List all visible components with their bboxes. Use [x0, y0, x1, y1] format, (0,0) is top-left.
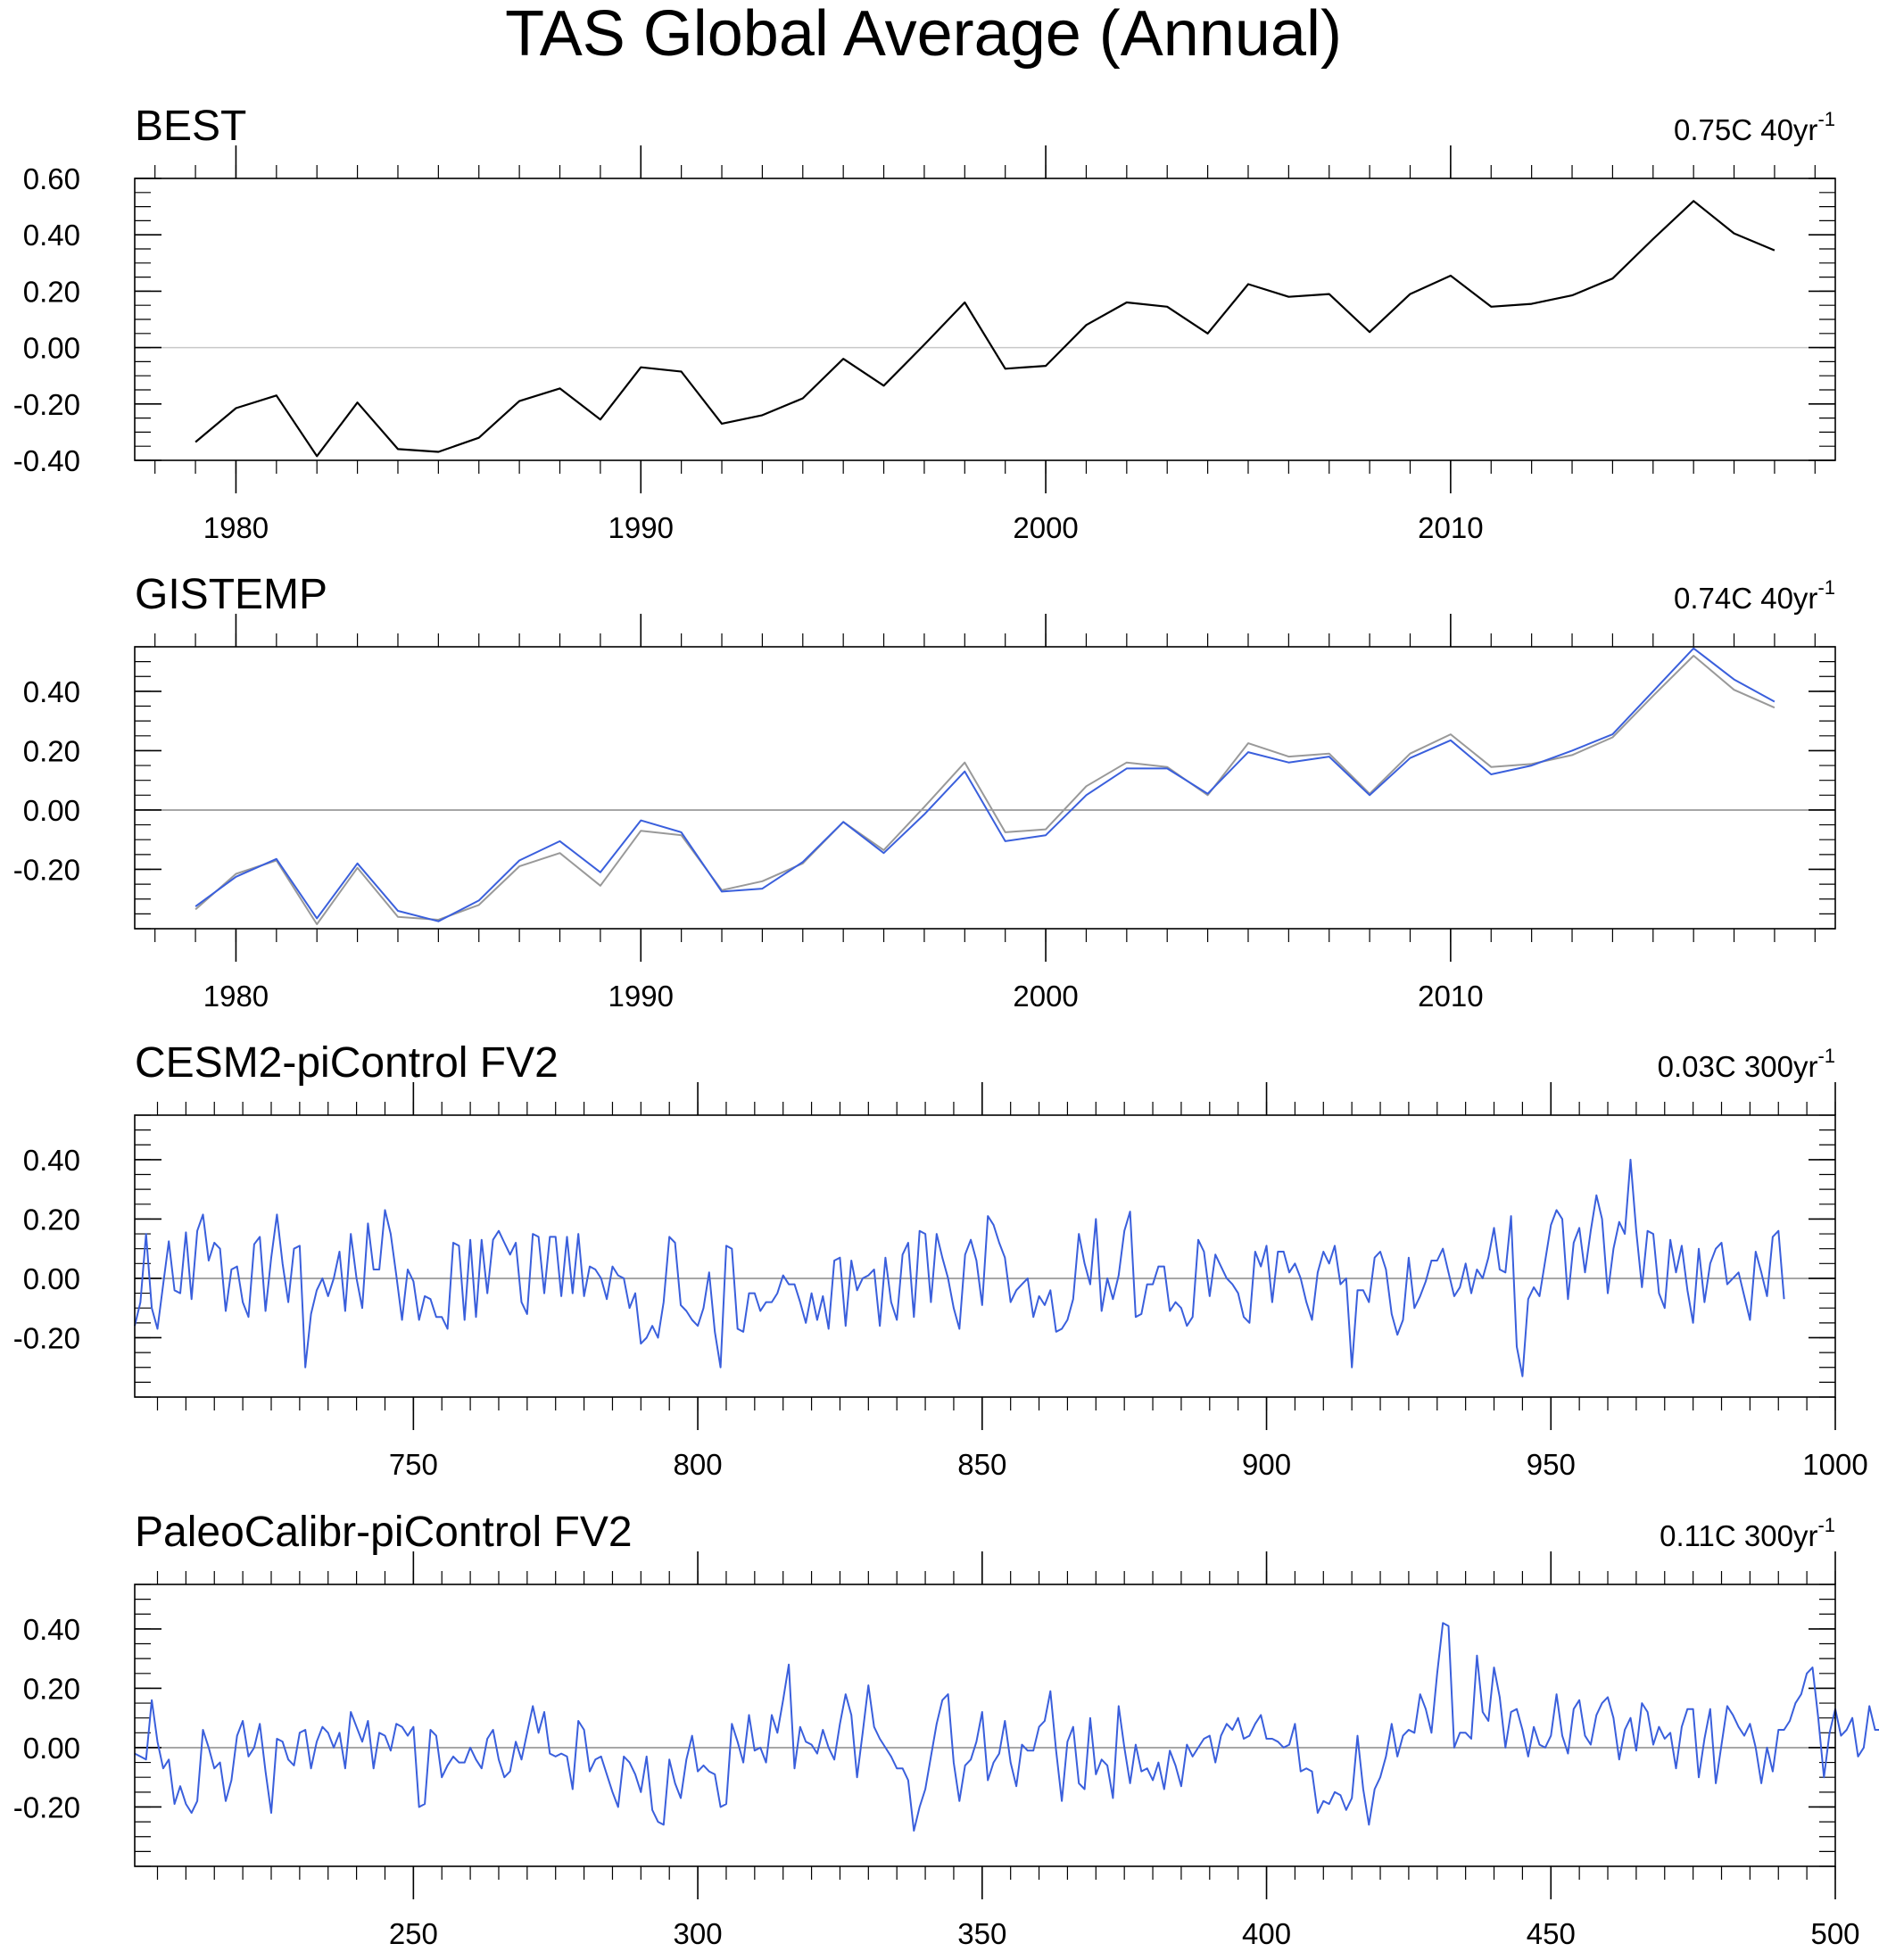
- x-tick-label: 1990: [608, 511, 674, 544]
- y-tick-label: 0.20: [23, 275, 80, 308]
- chart-panel-2: GISTEMP 0.74C 40yr-1 -0.20 0.00 0.20 0.40 1980…: [13, 571, 1836, 1013]
- y-tick-label: 0.40: [23, 675, 80, 708]
- y-tick-label: -0.20: [13, 1790, 80, 1824]
- chart-panel-4: PaleoCalibr-piControl FV2 0.11C 300yr-1 -0…: [13, 1509, 1879, 1950]
- y-tick-label: -0.20: [13, 388, 80, 421]
- y-tick-label: 0.40: [23, 219, 80, 252]
- series-line-gistemp: [195, 647, 1776, 922]
- series-line-cesm2-picontrol-fv2: [134, 1158, 1785, 1377]
- x-tick-label: 750: [389, 1448, 438, 1481]
- trend-label-superscript: -1: [1817, 576, 1835, 599]
- x-tick-label: 800: [674, 1448, 723, 1481]
- y-tick-label: 0.00: [23, 794, 80, 827]
- plot-frame: [134, 1584, 1836, 1867]
- x-tick-label: 350: [957, 1917, 1006, 1950]
- x-tick-label: 1990: [608, 980, 674, 1013]
- x-tick-label: 900: [1242, 1448, 1291, 1481]
- y-tick-label: -0.20: [13, 853, 80, 886]
- panel-title: CESM2-piControl FV2: [135, 1039, 559, 1087]
- figure-title: TAS Global Average (Annual): [505, 0, 1342, 70]
- y-tick-label: -0.40: [13, 444, 80, 477]
- plot-frame: [134, 1114, 1836, 1398]
- y-tick-label: 0.40: [23, 1613, 80, 1646]
- y-tick-label: 0.00: [23, 332, 80, 365]
- trend-label-superscript: -1: [1817, 1514, 1835, 1536]
- y-tick-label: 0.40: [23, 1144, 80, 1177]
- x-tick-label: 300: [674, 1917, 723, 1950]
- x-tick-label: 2010: [1418, 980, 1483, 1013]
- chart-panel-3: CESM2-piControl FV2 0.03C 300yr-1 -0.20 0.0…: [13, 1039, 1868, 1481]
- x-tick-label: 1980: [203, 980, 269, 1013]
- y-tick-label: 0.00: [23, 1732, 80, 1765]
- x-tick-label: 500: [1810, 1917, 1859, 1950]
- trend-label: 0.75C 40yr-1: [1674, 108, 1835, 146]
- trend-label: 0.74C 40yr-1: [1674, 576, 1835, 615]
- x-tick-label: 250: [389, 1917, 438, 1950]
- x-tick-label: 2000: [1013, 511, 1078, 544]
- x-tick-label: 1000: [1802, 1448, 1867, 1481]
- x-tick-label: 950: [1527, 1448, 1576, 1481]
- x-tick-label: 850: [957, 1448, 1006, 1481]
- x-tick-label: 450: [1527, 1917, 1576, 1950]
- series-line-best-reference-: [195, 655, 1776, 925]
- y-tick-label: 0.00: [23, 1262, 80, 1295]
- panel-title: BEST: [135, 103, 246, 150]
- x-tick-label: 1980: [203, 511, 269, 544]
- panels: BEST 0.75C 40yr-1 -0.40 -0.20 0.00 0.20 0.40 0.…: [13, 103, 1879, 1950]
- trend-label: 0.03C 300yr-1: [1658, 1045, 1835, 1083]
- panel-title: GISTEMP: [135, 571, 327, 618]
- y-tick-label: 0.20: [23, 734, 80, 767]
- panel-title: PaleoCalibr-piControl FV2: [135, 1509, 633, 1556]
- x-tick-label: 2000: [1013, 980, 1078, 1013]
- trend-label-superscript: -1: [1817, 1045, 1835, 1067]
- plot-frame: [134, 646, 1836, 930]
- y-tick-label: 0.20: [23, 1203, 80, 1236]
- x-tick-label: 400: [1242, 1917, 1291, 1950]
- x-tick-label: 2010: [1418, 511, 1483, 544]
- series-line-paleocalibr-picontrol-fv2: [134, 1622, 1879, 1832]
- trend-label-superscript: -1: [1817, 108, 1835, 130]
- chart-panel-1: BEST 0.75C 40yr-1 -0.40 -0.20 0.00 0.20 0.40 0.…: [13, 103, 1836, 544]
- plot-frame: [134, 178, 1836, 461]
- y-tick-label: -0.20: [13, 1321, 80, 1354]
- y-tick-label: 0.60: [23, 162, 80, 195]
- series-line-best: [195, 200, 1776, 458]
- trend-label: 0.11C 300yr-1: [1660, 1514, 1835, 1552]
- y-tick-label: 0.20: [23, 1672, 80, 1705]
